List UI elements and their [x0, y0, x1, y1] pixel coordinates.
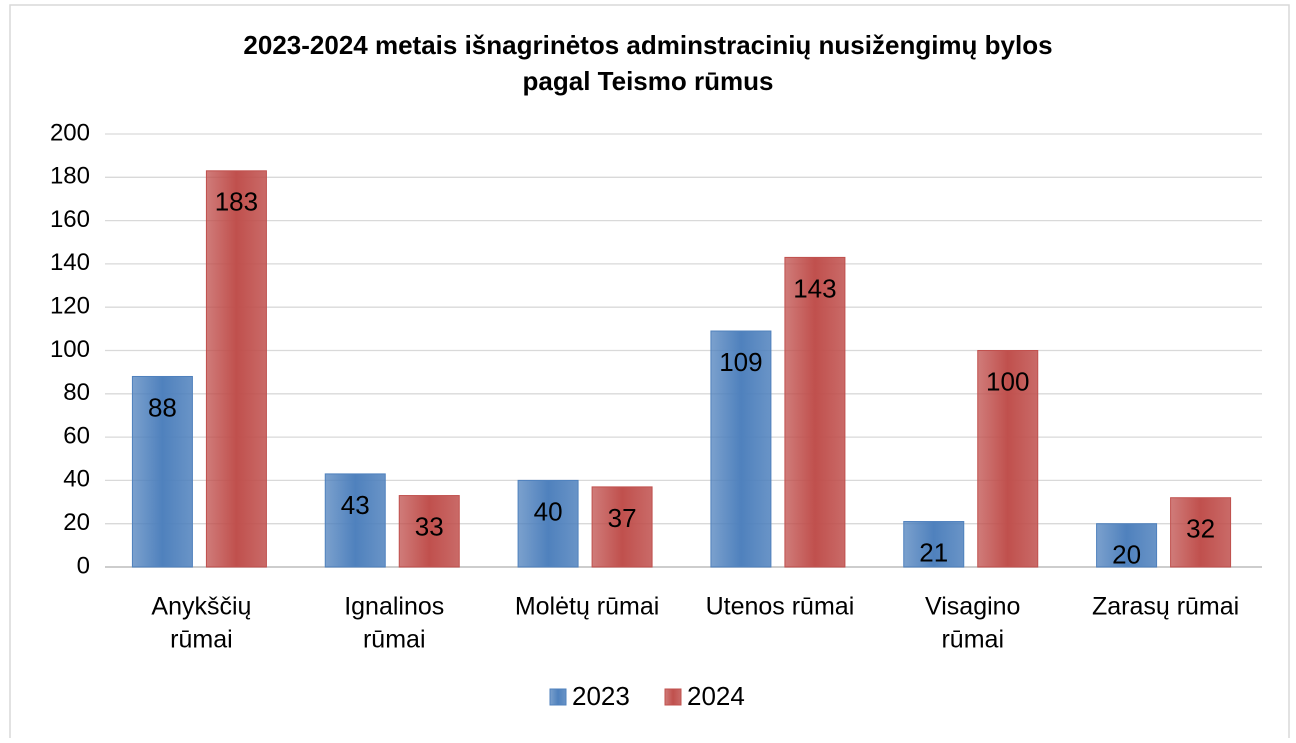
- bar: [1170, 497, 1232, 568]
- bar: [517, 479, 579, 568]
- value-label: 143: [793, 273, 836, 303]
- bar: [591, 486, 653, 568]
- legend-label: 2023: [572, 681, 630, 711]
- x-tick-label: Visagino: [925, 593, 1020, 621]
- x-tick-label: rūmai: [170, 626, 233, 654]
- x-tick-label: Molėtų rūmai: [515, 593, 660, 621]
- bar: [710, 330, 772, 568]
- value-label: 21: [919, 537, 948, 567]
- y-tick-label: 0: [77, 552, 90, 579]
- value-label: 32: [1186, 514, 1215, 544]
- chart-title: 2023-2024 metais išnagrinėtos adminstrac…: [243, 30, 1052, 60]
- bar: [1096, 523, 1158, 568]
- value-label: 43: [341, 490, 370, 520]
- legend-label: 2024: [687, 681, 745, 711]
- x-tick-label: Ignalinos: [344, 593, 444, 621]
- value-label: 183: [215, 187, 258, 217]
- y-tick-label: 180: [50, 163, 90, 190]
- value-label: 40: [534, 496, 563, 526]
- y-tick-label: 20: [63, 509, 90, 536]
- bar: [205, 170, 267, 568]
- y-tick-label: 140: [50, 249, 90, 276]
- bar: [903, 521, 965, 568]
- x-tick-label: rūmai: [941, 626, 1004, 654]
- bar: [131, 375, 193, 568]
- y-tick-label: 40: [63, 466, 90, 493]
- value-label: 109: [719, 347, 762, 377]
- value-label: 37: [608, 503, 637, 533]
- bar: [784, 256, 846, 568]
- x-tick-label: Utenos rūmai: [706, 593, 855, 621]
- value-label: 100: [986, 366, 1029, 396]
- x-tick-label: Anykščių: [151, 593, 251, 621]
- value-label: 88: [148, 392, 177, 422]
- y-tick-label: 80: [63, 379, 90, 406]
- x-tick-label: Zarasų rūmai: [1092, 593, 1239, 621]
- y-tick-label: 120: [50, 293, 90, 320]
- bar: [324, 473, 386, 568]
- value-label: 20: [1112, 540, 1141, 570]
- bar: [977, 350, 1039, 568]
- y-tick-label: 160: [50, 206, 90, 233]
- legend-swatch: [664, 688, 682, 706]
- y-tick-label: 100: [50, 336, 90, 363]
- chart-title: pagal Teismo rūmus: [523, 66, 774, 96]
- y-tick-label: 60: [63, 422, 90, 449]
- x-tick-label: rūmai: [363, 626, 426, 654]
- y-tick-label: 200: [50, 119, 90, 146]
- bar: [398, 495, 460, 568]
- value-label: 33: [415, 511, 444, 541]
- legend-swatch: [549, 688, 567, 706]
